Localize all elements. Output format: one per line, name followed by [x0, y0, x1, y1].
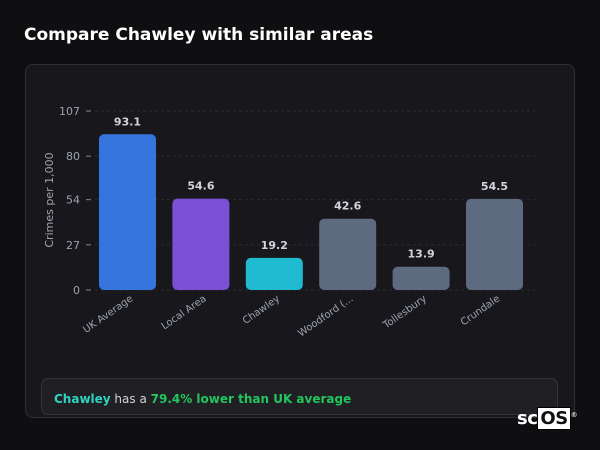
x-tick-label: UK Average — [81, 293, 135, 335]
bar — [99, 134, 156, 290]
y-tick-label: 54 — [66, 194, 80, 207]
summary-area: Chawley — [54, 392, 111, 406]
y-tick-label: 80 — [66, 150, 80, 163]
data-label: 54.5 — [481, 180, 508, 193]
y-axis-label: Crimes per 1,000 — [43, 152, 56, 247]
page-title: Compare Chawley with similar areas — [24, 25, 374, 45]
y-tick-label: 107 — [59, 105, 80, 118]
data-label: 93.1 — [114, 115, 141, 128]
y-tick-label: 27 — [66, 239, 80, 252]
data-label: 13.9 — [408, 248, 435, 261]
bar — [466, 198, 523, 290]
bar — [245, 257, 303, 290]
x-tick-label: Woodford (... — [296, 293, 355, 339]
data-label: 54.6 — [187, 180, 214, 193]
y-tick-label: 0 — [73, 284, 80, 297]
x-tick-label: Tollesbury — [381, 293, 429, 331]
summary-box: Chawley has a 79.4% lower than UK averag… — [41, 378, 558, 415]
bar — [392, 266, 450, 290]
bar — [172, 198, 230, 290]
x-tick-label: Crundale — [459, 293, 502, 328]
x-tick-label: Chawley — [241, 293, 282, 326]
summary-text: has a — [110, 392, 151, 406]
x-tick-label: Local Area — [160, 293, 209, 332]
bar — [319, 218, 377, 290]
data-label: 19.2 — [261, 239, 288, 252]
data-label: 42.6 — [334, 200, 361, 213]
summary-comparison: 79.4% lower than UK average — [150, 392, 352, 406]
scos-logo: sc OS ® — [517, 407, 578, 430]
